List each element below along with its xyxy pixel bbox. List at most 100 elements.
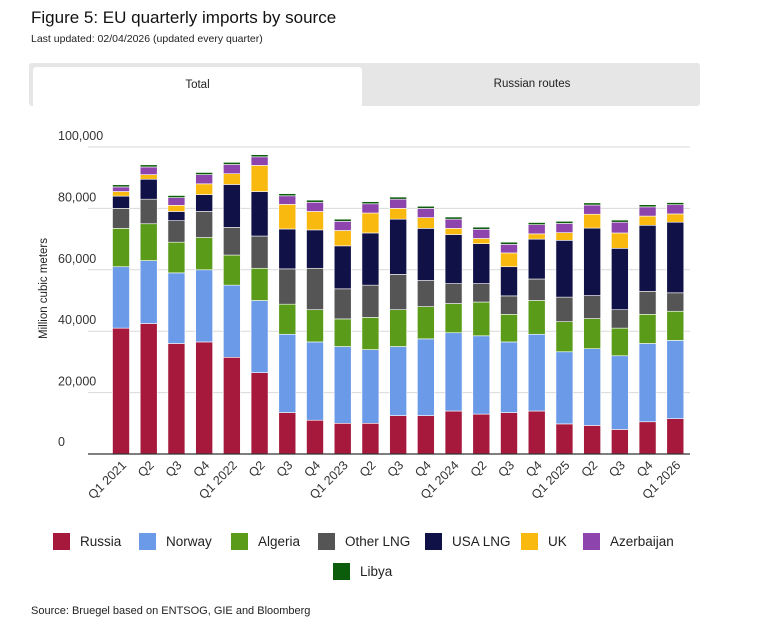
bar-segment-russia — [583, 425, 601, 455]
x-tick-label: Q3 — [606, 458, 628, 480]
bar-segment-libya — [139, 164, 158, 168]
bar-segment-russia — [527, 410, 546, 455]
bar-segment-algeria — [472, 301, 491, 337]
bar-segment-norway — [666, 340, 685, 419]
bar-segment-uk — [472, 238, 491, 245]
bar-segment-norway — [500, 341, 518, 413]
source-note: Source: Bruegel based on ENTSOG, GIE and… — [31, 605, 311, 617]
tab-russian-routes[interactable]: Russian routes — [493, 78, 571, 90]
legend-label-azerbaijan: Azerbaijan — [610, 534, 674, 549]
bar-segment-algeria — [611, 327, 629, 357]
y-tick-label: 100,000 — [58, 129, 103, 143]
view-tabs: Total Russian routes — [29, 63, 700, 106]
bar-segment-azerbaijan — [195, 174, 213, 185]
bar-segment-uk — [611, 232, 629, 249]
bar-segment-russia — [195, 341, 213, 455]
bar-segment-norway — [417, 338, 435, 416]
bar-segment-libya — [472, 226, 491, 230]
bar-segment-russia — [666, 418, 685, 455]
bar-segment-libya — [583, 202, 601, 206]
bar-segment-usa-lng — [139, 178, 158, 200]
bar-segment-uk — [278, 204, 297, 230]
bar-segment-usa-lng — [638, 224, 657, 292]
bar-segment-usa-lng — [389, 218, 407, 275]
legend-swatch-azerbaijan — [583, 533, 600, 550]
bar-segment-azerbaijan — [278, 195, 297, 205]
bar-segment-other-lng — [278, 268, 297, 305]
x-tick-label: Q3 — [385, 458, 407, 480]
bar-segment-algeria — [638, 314, 657, 344]
bar-segment-other-lng — [389, 274, 407, 311]
bar-segment-algeria — [666, 310, 685, 341]
bar-segment-norway — [444, 332, 463, 412]
bar-segment-norway — [361, 349, 380, 424]
bar-segment-norway — [195, 269, 213, 343]
bar-segment-azerbaijan — [666, 204, 685, 215]
bar-segment-other-lng — [139, 198, 158, 225]
bar-segment-uk — [223, 173, 241, 185]
bar-segment-azerbaijan — [361, 203, 380, 214]
bar-segment-libya — [333, 218, 352, 222]
x-tick-label: Q2 — [579, 458, 601, 480]
bar-segment-norway — [333, 346, 352, 424]
bar-segment-russia — [167, 343, 186, 455]
bar-segment-other-lng — [500, 295, 518, 315]
x-tick-label: Q3 — [495, 458, 517, 480]
bar-segment-algeria — [500, 314, 518, 343]
bar-segment-algeria — [361, 317, 380, 350]
bar-segment-norway — [306, 341, 324, 421]
bar-segment-usa-lng — [472, 243, 491, 284]
bar-segment-libya — [195, 172, 213, 175]
legend-label-norway: Norway — [166, 534, 212, 549]
bar-segment-other-lng — [583, 295, 601, 319]
bar-segment-libya — [611, 219, 629, 223]
bar-segment-norway — [472, 335, 491, 415]
bar-segment-uk — [638, 215, 657, 226]
bar-segment-usa-lng — [527, 238, 546, 280]
bar-segment-azerbaijan — [472, 228, 491, 239]
x-tick-label: Q3 — [274, 458, 296, 480]
bar-segment-azerbaijan — [167, 197, 186, 206]
bar-segment-uk — [195, 183, 213, 195]
bar-segment-uk — [167, 205, 186, 212]
bar-segment-russia — [139, 323, 158, 455]
bar-segment-libya — [527, 222, 546, 225]
bar-segment-uk — [555, 232, 574, 241]
x-tick-label: Q1 2021 — [85, 458, 129, 502]
bar-segment-uk — [666, 213, 685, 223]
bar-segment-usa-lng — [250, 191, 269, 237]
y-tick-label: 40,000 — [58, 313, 96, 327]
bar-segment-usa-lng — [500, 266, 518, 297]
bar-segment-uk — [389, 208, 407, 220]
bar-segment-algeria — [250, 267, 269, 301]
legend-swatch-russia — [53, 533, 70, 550]
bar-segment-russia — [250, 372, 269, 455]
legend-swatch-other-lng — [318, 533, 335, 550]
legend-label-russia: Russia — [80, 534, 122, 549]
bar-segment-libya — [638, 204, 657, 208]
bar-segment-russia — [472, 413, 491, 455]
bar-segment-libya — [167, 195, 186, 198]
x-tick-label: Q4 — [191, 458, 213, 480]
x-tick-label: Q4 — [634, 458, 656, 480]
legend-label-libya: Libya — [360, 564, 393, 579]
bar-segment-other-lng — [223, 227, 241, 256]
bar-segment-libya — [389, 196, 407, 200]
legend-label-uk: UK — [548, 534, 567, 549]
bar-segment-azerbaijan — [444, 218, 463, 229]
x-tick-label: Q4 — [523, 458, 545, 480]
y-tick-label: 80,000 — [58, 190, 96, 204]
bar-segment-libya — [306, 199, 324, 203]
legend-swatch-uk — [521, 533, 538, 550]
bar-segment-uk — [417, 217, 435, 229]
bar-segment-russia — [611, 429, 629, 455]
bar-segment-other-lng — [444, 283, 463, 304]
bar-segment-russia — [112, 327, 130, 455]
bar-segment-russia — [333, 422, 352, 455]
bar-segment-uk — [139, 174, 158, 180]
bar-segment-uk — [361, 212, 380, 234]
bar-segment-other-lng — [611, 309, 629, 329]
bar-segment-algeria — [139, 223, 158, 261]
x-tick-label: Q4 — [412, 458, 434, 480]
tab-total[interactable]: Total — [33, 67, 362, 106]
